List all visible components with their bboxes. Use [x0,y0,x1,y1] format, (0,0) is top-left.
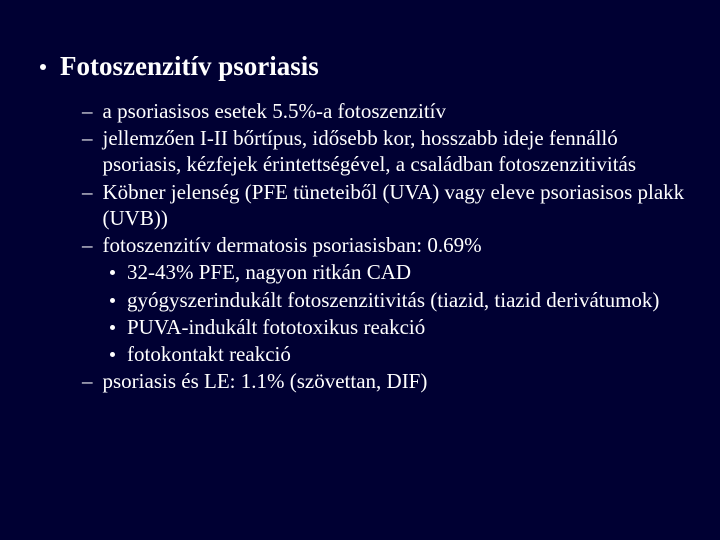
bullet-icon [40,64,46,70]
list-item: – a psoriasisos esetek 5.5%-a fotoszenzi… [82,98,690,124]
list-item: – jellemzően I-II bőrtípus, idősebb kor,… [82,125,690,178]
dash-icon: – [82,98,93,124]
sub-list-item-text: 32-43% PFE, nagyon ritkán CAD [127,259,411,285]
sub-list-item-text: gyógyszerindukált fotoszenzitivitás (tia… [127,287,659,313]
sub-list-item: fotokontakt reakció [110,341,690,367]
bullet-list: – a psoriasisos esetek 5.5%-a fotoszenzi… [82,98,690,395]
sub-list-item-text: fotokontakt reakció [127,341,291,367]
dash-icon: – [82,232,93,258]
dash-icon: – [82,179,93,205]
sub-list-item-text: PUVA-indukált fototoxikus reakció [127,314,425,340]
dash-icon: – [82,125,93,151]
list-item-text: Köbner jelenség (PFE tüneteiből (UVA) va… [103,179,691,232]
slide-title: Fotoszenzitív psoriasis [60,50,319,84]
sub-list-item: gyógyszerindukált fotoszenzitivitás (tia… [110,287,690,313]
list-item-text: a psoriasisos esetek 5.5%-a fotoszenzití… [103,98,447,124]
dash-icon: – [82,368,93,394]
bullet-icon [110,325,115,330]
slide: Fotoszenzitív psoriasis – a psoriasisos … [0,0,720,426]
sub-list-item: 32-43% PFE, nagyon ritkán CAD [110,259,690,285]
list-item-text: psoriasis és LE: 1.1% (szövettan, DIF) [103,368,428,394]
bullet-icon [110,270,115,275]
bullet-icon [110,298,115,303]
sub-list: 32-43% PFE, nagyon ritkán CAD gyógyszeri… [110,259,690,367]
list-item-text: jellemzően I-II bőrtípus, idősebb kor, h… [103,125,691,178]
list-item: – psoriasis és LE: 1.1% (szövettan, DIF) [82,368,690,394]
title-row: Fotoszenzitív psoriasis [40,50,690,84]
list-item: – fotoszenzitív dermatosis psoriasisban:… [82,232,690,258]
list-item: – Köbner jelenség (PFE tüneteiből (UVA) … [82,179,690,232]
list-item-text: fotoszenzitív dermatosis psoriasisban: 0… [103,232,482,258]
bullet-icon [110,352,115,357]
sub-list-item: PUVA-indukált fototoxikus reakció [110,314,690,340]
